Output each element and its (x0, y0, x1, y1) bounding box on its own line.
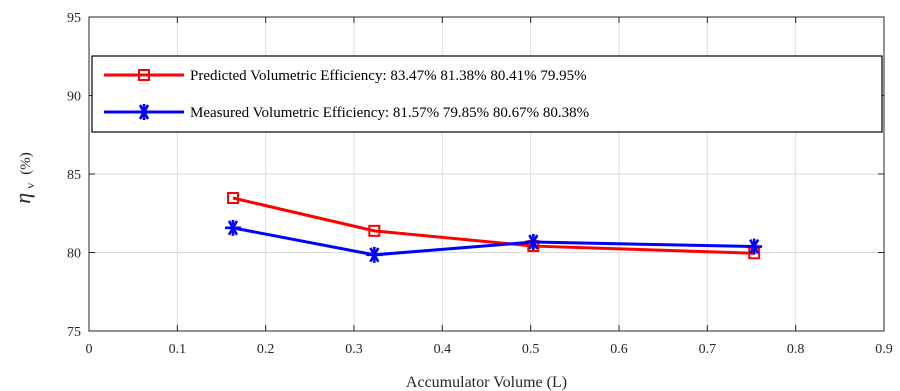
series-predicted (226, 192, 761, 260)
y-tick-label: 80 (67, 247, 81, 262)
series (224, 192, 763, 263)
x-tick-label: 0.8 (787, 342, 805, 357)
series-measured (224, 219, 763, 263)
data-point (525, 233, 542, 250)
y-axis-label-symbol: η (10, 193, 35, 204)
x-tick-label: 0.4 (434, 342, 452, 357)
legend-marker (136, 104, 152, 120)
x-tick-label: 0.9 (875, 342, 893, 357)
x-tick-label: 0.3 (345, 342, 363, 357)
svg-text:η v (%): η v (%) (10, 152, 38, 203)
data-point (746, 238, 763, 255)
data-point (224, 219, 241, 236)
x-tick-label: 0.7 (699, 342, 717, 357)
series-line (232, 196, 755, 255)
x-tick-label: 0.1 (169, 342, 187, 357)
x-tick-label: 0.2 (257, 342, 275, 357)
legend-item: Measured Volumetric Efficiency: 81.57% 7… (104, 104, 589, 121)
y-axis-label-subscript: v (23, 183, 37, 189)
y-tick-label: 95 (67, 11, 81, 26)
series-line (232, 226, 755, 257)
legend-label: Measured Volumetric Efficiency: 81.57% 7… (190, 105, 589, 121)
y-axis-label: η v (%) (10, 152, 38, 203)
x-axis-label: Accumulator Volume (L) (406, 374, 567, 391)
y-tick-label: 75 (67, 325, 81, 340)
data-point (366, 246, 383, 263)
data-point (226, 192, 239, 205)
x-tick-label: 0.6 (610, 342, 628, 357)
y-axis-label-unit: (%) (18, 152, 34, 175)
legend-box (91, 55, 883, 133)
legend-marker (138, 69, 150, 81)
x-tick-label: 0 (86, 342, 93, 357)
y-tick-label: 90 (67, 90, 81, 105)
legend: Predicted Volumetric Efficiency: 83.47% … (91, 55, 883, 133)
axis-ticks: 0 0.1 0.2 0.3 0.4 0.5 0.6 0.7 0.8 0.9 75 80 85 90 95 (67, 11, 893, 357)
data-point (368, 224, 381, 237)
x-tick-label: 0.5 (522, 342, 540, 357)
legend-label: Predicted Volumetric Efficiency: 83.47% … (190, 68, 587, 84)
y-tick-label: 85 (67, 168, 81, 183)
legend-item: Predicted Volumetric Efficiency: 83.47% … (104, 68, 587, 84)
